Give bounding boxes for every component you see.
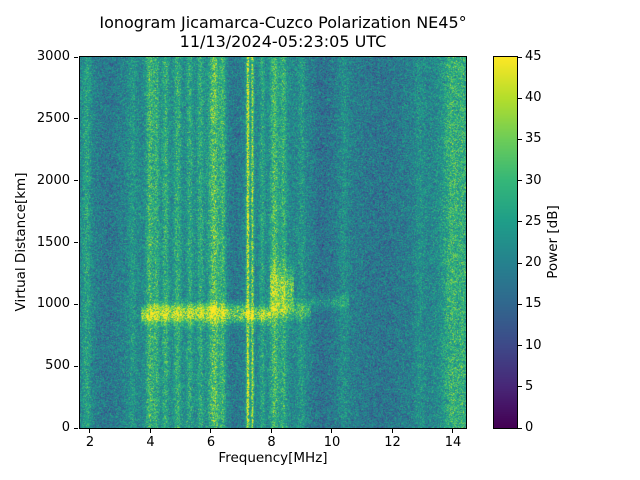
x-tick-label: 4: [146, 435, 155, 450]
colorbar-tick-mark: [518, 262, 522, 264]
x-tick-mark: [270, 429, 272, 433]
colorbar-tick-mark: [518, 180, 522, 182]
colorbar-tick-mark: [518, 345, 522, 347]
colorbar-tick-mark: [518, 386, 522, 388]
colorbar-tick-mark: [518, 303, 522, 305]
colorbar-tick-label: 15: [525, 296, 542, 312]
x-tick-mark: [391, 429, 393, 433]
x-tick-mark: [452, 429, 454, 433]
plot-subtitle: 11/13/2024-05:23:05 UTC: [179, 32, 387, 51]
y-tick-mark: [74, 303, 78, 305]
x-tick-mark: [210, 429, 212, 433]
x-tick-label: 10: [323, 435, 341, 450]
y-tick-label: 3000: [36, 49, 70, 64]
x-tick-label: 14: [444, 435, 462, 450]
y-tick-mark: [74, 118, 78, 120]
y-tick-mark: [74, 180, 78, 182]
y-tick-label: 1500: [36, 234, 70, 250]
plot-title: Ionogram Jicamarca-Cuzco Polarization NE…: [99, 13, 467, 32]
y-tick-label: 1000: [36, 296, 70, 312]
x-tick-label: 12: [384, 435, 401, 450]
colorbar-tick-label: 10: [525, 337, 542, 353]
title-block: Ionogram Jicamarca-Cuzco Polarization NE…: [60, 13, 506, 51]
colorbar-tick-mark: [518, 427, 522, 429]
y-tick-label: 2500: [36, 110, 70, 126]
colorbar-tick-label: 35: [525, 131, 542, 147]
x-tick-label: 6: [206, 435, 216, 450]
colorbar-tick-mark: [518, 97, 522, 99]
colorbar-tick-label: 45: [525, 49, 542, 64]
colorbar-tick-mark: [518, 56, 522, 58]
colorbar-tick-label: 25: [525, 213, 542, 229]
y-tick-mark: [74, 427, 78, 429]
y-tick-mark: [74, 242, 78, 243]
y-tick-label: 500: [45, 358, 70, 374]
colorbar-tick-label: 40: [525, 90, 542, 106]
y-tick-mark: [74, 56, 78, 58]
y-tick-label: 0: [61, 420, 70, 435]
x-axis-label: Frequency[MHz]: [218, 450, 328, 466]
x-tick-mark: [331, 429, 333, 433]
x-tick-mark: [149, 429, 151, 433]
colorbar-tick-label: 30: [525, 172, 542, 188]
colorbar-canvas: [494, 57, 517, 428]
ionogram-canvas: [80, 57, 466, 428]
y-tick-mark: [74, 365, 78, 367]
y-tick-label: 2000: [36, 172, 70, 188]
x-tick-label: 2: [85, 435, 95, 450]
colorbar-tick-mark: [518, 138, 522, 140]
colorbar-tick-label: 0: [525, 420, 534, 435]
x-tick-label: 8: [267, 435, 276, 450]
colorbar-tick-label: 20: [525, 255, 542, 271]
x-tick-mark: [89, 429, 91, 433]
colorbar-tick-label: 5: [525, 378, 534, 394]
colorbar-tick-mark: [518, 221, 522, 223]
